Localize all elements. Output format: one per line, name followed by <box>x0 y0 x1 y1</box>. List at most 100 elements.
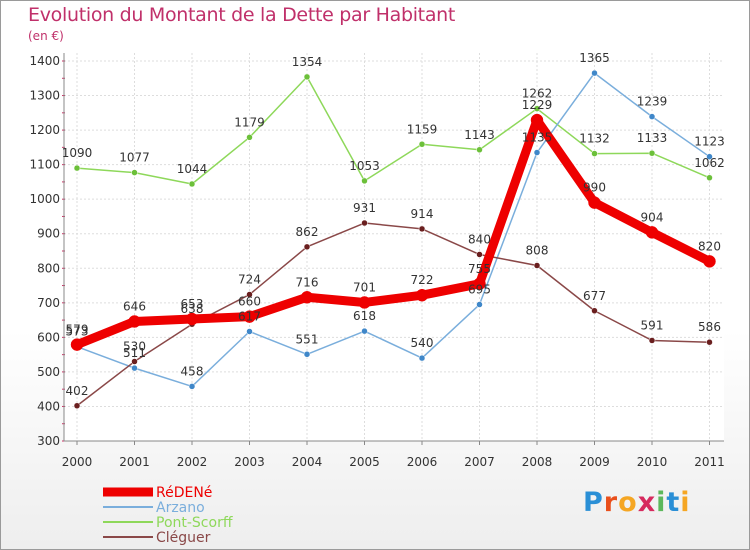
data-label-pont-scorff: 1077 <box>119 151 150 165</box>
series-line-arzano <box>76 72 711 388</box>
data-point-pont-scorff <box>131 169 138 176</box>
y-tick-label: 900 <box>37 227 60 241</box>
data-label-pont-scorff: 1062 <box>694 156 725 170</box>
data-label-arzano: 617 <box>238 309 261 323</box>
data-label-pont-scorff: 1133 <box>637 131 668 145</box>
data-point-arzano <box>361 327 368 335</box>
chart-unit: (en €) <box>28 29 64 43</box>
x-tick-label: 2006 <box>407 455 438 469</box>
x-tick-label: 2000 <box>62 455 93 469</box>
data-label-cleguer: 530 <box>123 340 146 354</box>
data-point-arzano <box>533 149 541 156</box>
data-label-cleguer: 402 <box>66 384 89 398</box>
y-tick-label: 500 <box>37 365 60 379</box>
data-point-redene <box>300 291 314 304</box>
logo-letter: r <box>603 487 619 518</box>
data-point-cleguer <box>246 291 253 298</box>
data-point-arzano <box>591 69 598 77</box>
data-point-pont-scorff <box>73 164 81 172</box>
data-point-redene <box>703 255 716 268</box>
legend-label-cleguer: Cléguer <box>156 530 211 546</box>
data-label-arzano: 618 <box>353 309 376 323</box>
x-tick-label: 2002 <box>177 455 208 469</box>
data-point-redene <box>128 315 141 328</box>
series-line-cleguer <box>76 222 711 407</box>
data-label-cleguer: 586 <box>698 320 721 334</box>
legend-label-pont-scorff: Pont-Scorff <box>156 515 233 531</box>
data-point-redene <box>415 288 429 302</box>
data-point-arzano <box>418 354 426 362</box>
data-label-arzano: 1123 <box>694 135 725 149</box>
logo-letter: P <box>583 487 604 518</box>
data-point-pont-scorff <box>533 105 541 112</box>
data-label-arzano: 1239 <box>637 95 668 109</box>
data-point-pont-scorff <box>361 177 368 185</box>
logo-letter: i <box>656 487 667 518</box>
data-label-pont-scorff: 1179 <box>234 115 265 129</box>
data-point-pont-scorff <box>591 150 598 157</box>
logo-letter: t <box>666 487 681 518</box>
plot-area <box>64 53 724 441</box>
data-label-arzano: 695 <box>468 283 491 297</box>
data-label-redene: 653 <box>181 297 204 311</box>
data-label-pont-scorff: 1053 <box>349 159 380 173</box>
data-point-arzano <box>246 328 253 335</box>
data-point-arzano <box>648 113 656 120</box>
data-label-pont-scorff: 1159 <box>407 122 438 136</box>
data-label-cleguer: 808 <box>526 244 549 258</box>
data-label-cleguer: 931 <box>353 201 376 215</box>
data-point-arzano <box>131 364 138 372</box>
data-point-arzano <box>188 383 196 390</box>
x-tick-label: 2011 <box>694 455 725 469</box>
proxiti-logo: Proxiti <box>583 487 691 518</box>
data-label-arzano: 551 <box>296 332 319 346</box>
data-label-redene: 1229 <box>522 98 553 112</box>
data-point-redene <box>588 196 601 209</box>
data-label-redene: 990 <box>583 181 606 195</box>
x-tick-label: 2003 <box>234 455 265 469</box>
data-point-cleguer <box>706 338 713 346</box>
data-point-cleguer <box>476 251 483 258</box>
data-label-pont-scorff: 1354 <box>292 55 323 69</box>
y-tick-label: 1000 <box>29 192 60 206</box>
data-label-cleguer: 914 <box>411 207 434 221</box>
data-point-arzano <box>706 153 713 160</box>
data-point-pont-scorff <box>648 149 656 157</box>
data-label-cleguer: 862 <box>296 225 319 239</box>
data-point-pont-scorff <box>418 141 426 148</box>
data-label-cleguer: 591 <box>641 318 664 332</box>
x-tick-label: 2007 <box>464 455 495 469</box>
data-label-cleguer: 724 <box>238 273 261 287</box>
y-tick-label: 1300 <box>29 89 60 103</box>
data-label-redene: 722 <box>411 273 434 287</box>
data-point-pont-scorff <box>188 180 196 188</box>
data-label-redene: 716 <box>296 275 319 289</box>
data-label-pont-scorff: 1044 <box>177 162 208 176</box>
y-tick-label: 1200 <box>29 123 60 137</box>
y-tick-label: 400 <box>37 399 60 413</box>
x-tick-label: 2008 <box>522 455 553 469</box>
data-point-redene <box>473 277 486 291</box>
data-point-pont-scorff <box>476 146 483 154</box>
series-line-redene <box>72 115 714 350</box>
y-tick-label: 1400 <box>29 54 60 68</box>
data-label-pont-scorff: 1132 <box>579 132 610 146</box>
x-tick-label: 2005 <box>349 455 380 469</box>
data-point-cleguer <box>648 337 656 344</box>
data-point-pont-scorff <box>246 134 253 141</box>
data-point-pont-scorff <box>706 174 713 182</box>
data-label-pont-scorff: 1143 <box>464 128 495 142</box>
data-label-arzano: 573 <box>66 325 89 339</box>
data-label-arzano: 1135 <box>522 131 553 145</box>
data-label-pont-scorff: 1090 <box>62 146 93 160</box>
data-point-cleguer <box>591 307 598 315</box>
data-point-cleguer <box>303 243 311 251</box>
logo-letter: x <box>637 487 657 518</box>
y-tick-label: 600 <box>37 330 60 344</box>
series-line-pont-scorff <box>76 76 711 185</box>
y-tick-label: 800 <box>37 261 60 275</box>
data-label-redene: 755 <box>468 262 491 276</box>
data-point-cleguer <box>361 219 368 227</box>
